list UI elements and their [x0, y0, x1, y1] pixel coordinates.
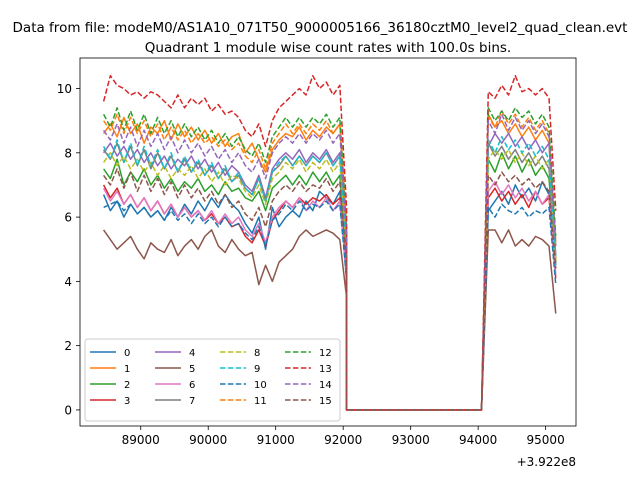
- legend-label-15: 15: [319, 396, 332, 407]
- plot-border: [79, 57, 577, 427]
- legend-label-7: 7: [189, 396, 195, 407]
- x-offset-label: +3.922e8: [517, 455, 576, 469]
- x-tick-label: 91000: [257, 433, 295, 447]
- series-line-15: [103, 168, 557, 411]
- legend-box: [84, 338, 341, 422]
- series-layer: [102, 74, 557, 411]
- legend-label-14: 14: [319, 380, 332, 391]
- x-tick-label: 94000: [459, 433, 497, 447]
- legend-label-9: 9: [254, 364, 260, 375]
- legend-label-8: 8: [254, 348, 260, 359]
- legend-label-12: 12: [319, 348, 332, 359]
- y-tick-label: 10: [57, 82, 72, 96]
- chart-title: Quadrant 1 module wise count rates with …: [145, 40, 511, 56]
- y-tick-label: 4: [64, 275, 72, 289]
- legend-label-6: 6: [189, 380, 195, 391]
- y-tick-label: 8: [64, 146, 72, 160]
- legend-label-3: 3: [124, 396, 130, 407]
- x-tick-label: 93000: [392, 433, 430, 447]
- legend-label-4: 4: [189, 348, 195, 359]
- series-line-14: [103, 113, 557, 411]
- legend-label-10: 10: [254, 380, 267, 391]
- x-tick-label: 90000: [189, 433, 227, 447]
- x-tick-label: 95000: [527, 433, 565, 447]
- x-axis: 89000 90000 91000 92000 93000 94000 95000: [122, 426, 565, 447]
- y-axis: 0 2 4 6 8 10: [57, 82, 80, 417]
- legend-label-0: 0: [124, 348, 130, 359]
- y-tick-label: 6: [64, 211, 72, 225]
- y-tick-label: 2: [64, 339, 72, 353]
- series-line-10: [103, 200, 557, 411]
- y-tick-label: 0: [64, 403, 72, 417]
- x-tick-label: 92000: [324, 433, 362, 447]
- legend-label-2: 2: [124, 380, 130, 391]
- figure-suptitle: Data from file: modeM0/AS1A10_071T50_900…: [13, 20, 628, 36]
- legend-label-5: 5: [189, 364, 195, 375]
- legend-label-13: 13: [319, 364, 332, 375]
- x-tick-label: 89000: [122, 433, 160, 447]
- legend-label-11: 11: [254, 396, 267, 407]
- legend-label-1: 1: [124, 364, 130, 375]
